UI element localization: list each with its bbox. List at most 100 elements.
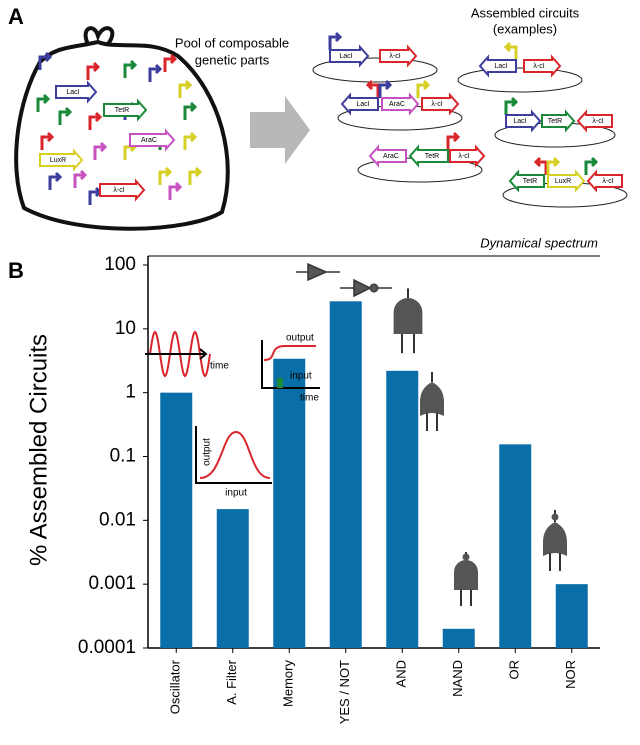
y-tick-label: 1 [125,382,136,403]
x-tick-label: NOR [563,660,578,689]
part-label: λ-cI [431,101,442,108]
bar [273,358,306,648]
x-tick-label: Memory [281,660,296,707]
bag-knot [83,26,115,46]
promoter [86,61,101,80]
promoter [148,63,163,82]
x-tick-label: A. Filter [224,659,239,704]
promoter [168,181,183,200]
inset-label: input [225,488,247,499]
filter-curve [199,430,271,479]
part-label: LacI [513,118,526,125]
promoter [93,141,108,160]
gate-legs [401,288,415,354]
genetic-part [381,92,420,116]
genetic-part [449,144,486,168]
pool-bag [14,39,230,231]
x-tick-label: YES / NOT [337,660,352,724]
promoter [584,156,599,175]
x-tick-label: NAND [450,660,465,697]
part-label: LacI [339,53,352,60]
plasmid [457,67,583,93]
genetic-part [99,178,146,202]
part-label: TetR [115,107,129,114]
part-label: TetR [425,153,439,160]
part-label: λ-cI [389,53,400,60]
promoter [188,166,203,185]
promoter [183,101,198,120]
pool-title: Pool of composable [175,35,289,50]
part-label: LuxR [50,157,66,164]
promoter [378,79,393,98]
promoter [58,106,73,125]
y-tick-label: 10 [115,318,136,339]
not-bubble [369,283,379,293]
process-arrow [250,96,310,164]
genetic-part [368,144,407,168]
bar [386,370,419,648]
plasmid [312,57,438,83]
genetic-part [340,92,379,116]
pool-title: genetic parts [195,52,270,67]
part-label: LacI [66,89,79,96]
gate-legs [426,372,438,431]
promoter [158,166,173,185]
y-tick-label: 0.0001 [78,637,136,658]
promoter [365,79,380,98]
inset-axis [195,426,272,484]
part-label: LacI [356,101,369,108]
inset-axis [145,348,208,360]
y-axis-label: % Assembled Circuits [25,334,52,566]
inset-label: time [210,361,229,372]
promoter [504,96,519,115]
or-gate [543,522,567,556]
panel-label: A [8,4,24,29]
part-label: AraC [389,101,405,108]
part-label: λ-cI [458,153,469,160]
genetic-part [523,54,562,78]
promoter [88,186,103,205]
x-tick-label: OR [507,660,522,680]
assembled-title: Assembled circuits [471,5,580,20]
genetic-part [421,92,460,116]
part-label: TetR [548,118,562,125]
part-label: λ-cI [592,118,603,125]
part-label: AraC [383,153,399,160]
part-label: LacI [494,63,507,70]
memory-input [277,378,283,388]
inset-label: time [300,393,319,404]
promoter [163,53,178,72]
promoter [123,59,138,78]
bar [499,444,532,648]
genetic-part [55,80,98,104]
promoter [48,171,63,190]
promoter [533,156,548,175]
and-gate [454,560,478,590]
genetic-part [39,148,84,172]
memory-output [263,345,316,361]
promoter [546,156,561,175]
buffer-gate [296,262,340,282]
promoter [36,93,51,112]
genetic-part [379,44,418,68]
genetic-part [547,169,586,193]
part-label: λ-cI [113,187,124,194]
bar [555,584,588,648]
not-gate [340,278,392,298]
part-label: AraC [141,137,157,144]
promoter [88,111,103,130]
inset-axis [261,340,320,389]
part-label: λ-cI [533,63,544,70]
promoter [73,169,88,188]
promoter [178,79,193,98]
and-gate [393,298,423,334]
promoter [183,131,198,150]
genetic-part [505,109,542,133]
genetic-part [508,169,545,193]
bar [329,301,362,648]
inset-label: input [290,371,312,382]
y-tick-label: 0.01 [99,509,136,530]
part-label: TetR [523,178,537,185]
genetic-part [541,109,576,133]
